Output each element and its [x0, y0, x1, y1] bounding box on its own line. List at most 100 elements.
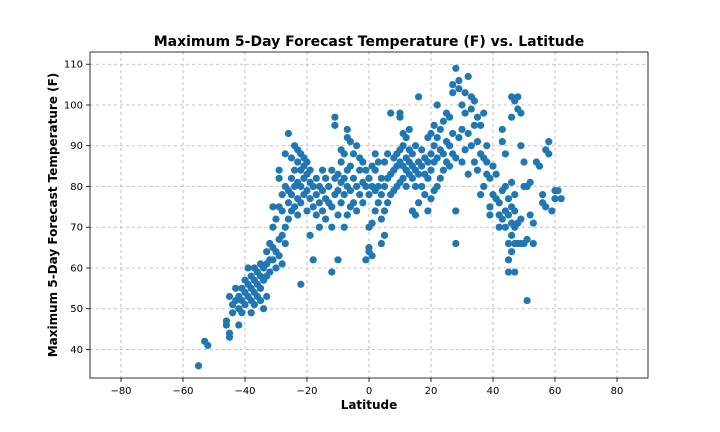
data-point — [439, 150, 447, 158]
data-point — [380, 182, 389, 191]
y-tick-label: 100 — [64, 100, 83, 111]
data-point — [405, 125, 413, 134]
data-point — [371, 150, 379, 158]
data-point — [452, 154, 460, 162]
data-point — [504, 268, 513, 276]
x-tick-label: 40 — [487, 386, 500, 397]
data-point — [408, 174, 416, 182]
data-point — [455, 85, 463, 93]
data-point — [359, 199, 367, 207]
y-tick-label: 110 — [64, 60, 83, 71]
data-point — [455, 76, 463, 85]
data-point — [477, 121, 485, 129]
data-point — [353, 207, 361, 215]
data-point — [247, 309, 255, 317]
data-point — [526, 211, 534, 219]
data-point — [263, 248, 271, 256]
data-point — [480, 109, 488, 117]
data-point — [542, 203, 550, 211]
data-point — [278, 231, 286, 239]
data-point — [343, 125, 351, 134]
x-tick-label: −20 — [296, 386, 317, 397]
data-point — [331, 113, 339, 121]
data-point — [529, 239, 537, 248]
data-point — [433, 133, 441, 142]
data-point — [272, 215, 280, 223]
data-point — [260, 305, 268, 313]
data-point — [362, 166, 370, 174]
data-point — [204, 341, 212, 349]
data-point — [328, 223, 336, 231]
data-point — [495, 199, 503, 207]
data-point — [294, 211, 302, 219]
data-point — [557, 195, 565, 203]
data-point — [452, 207, 460, 215]
data-point — [287, 174, 296, 182]
data-point — [449, 89, 457, 97]
data-point — [377, 215, 385, 223]
data-point — [439, 166, 447, 174]
data-point — [306, 231, 314, 239]
data-point — [256, 284, 265, 292]
data-point — [377, 174, 385, 182]
data-point — [418, 146, 426, 154]
data-point — [511, 207, 519, 215]
data-point — [281, 239, 289, 248]
data-point — [461, 109, 469, 117]
data-point — [281, 150, 289, 158]
data-point — [418, 162, 426, 170]
data-point — [349, 174, 358, 182]
data-point — [511, 268, 519, 276]
data-point — [427, 195, 435, 203]
data-point — [374, 158, 382, 166]
data-point — [486, 174, 494, 182]
data-point — [334, 186, 342, 195]
data-point — [477, 191, 485, 199]
data-point — [337, 199, 345, 207]
data-point — [312, 174, 320, 182]
x-tick-label: 60 — [549, 386, 562, 397]
data-point — [473, 138, 482, 146]
y-tick-label: 50 — [70, 304, 83, 315]
data-point — [424, 207, 432, 215]
data-point — [508, 178, 516, 186]
data-point — [297, 280, 305, 288]
data-point — [340, 150, 348, 158]
data-point — [225, 292, 234, 301]
data-point — [433, 182, 441, 191]
data-point — [501, 150, 509, 158]
data-point — [504, 239, 513, 248]
data-point — [278, 191, 286, 199]
data-point — [278, 260, 286, 268]
data-point — [269, 203, 277, 211]
data-point — [523, 235, 531, 244]
data-point — [495, 223, 503, 231]
data-point — [464, 170, 472, 178]
data-point — [194, 362, 203, 370]
data-point — [303, 186, 311, 195]
data-point — [458, 125, 466, 134]
data-point — [291, 166, 299, 174]
data-point — [415, 93, 423, 101]
data-point — [244, 264, 252, 272]
data-point — [297, 182, 305, 191]
data-point — [377, 239, 385, 248]
data-point — [501, 182, 509, 191]
data-point — [318, 207, 327, 215]
data-point — [328, 166, 336, 174]
x-axis-label: Latitude — [341, 398, 398, 412]
data-point — [365, 191, 373, 199]
data-point — [539, 191, 547, 199]
x-tick-label: 20 — [425, 386, 438, 397]
data-point — [473, 113, 482, 121]
data-point — [517, 109, 525, 117]
data-point — [371, 166, 379, 174]
data-point — [411, 182, 420, 191]
data-point — [368, 219, 376, 227]
data-point — [439, 117, 447, 125]
data-point — [232, 284, 240, 292]
data-point — [449, 81, 457, 89]
data-point — [303, 158, 311, 166]
data-point — [325, 182, 333, 191]
data-point — [377, 191, 385, 199]
